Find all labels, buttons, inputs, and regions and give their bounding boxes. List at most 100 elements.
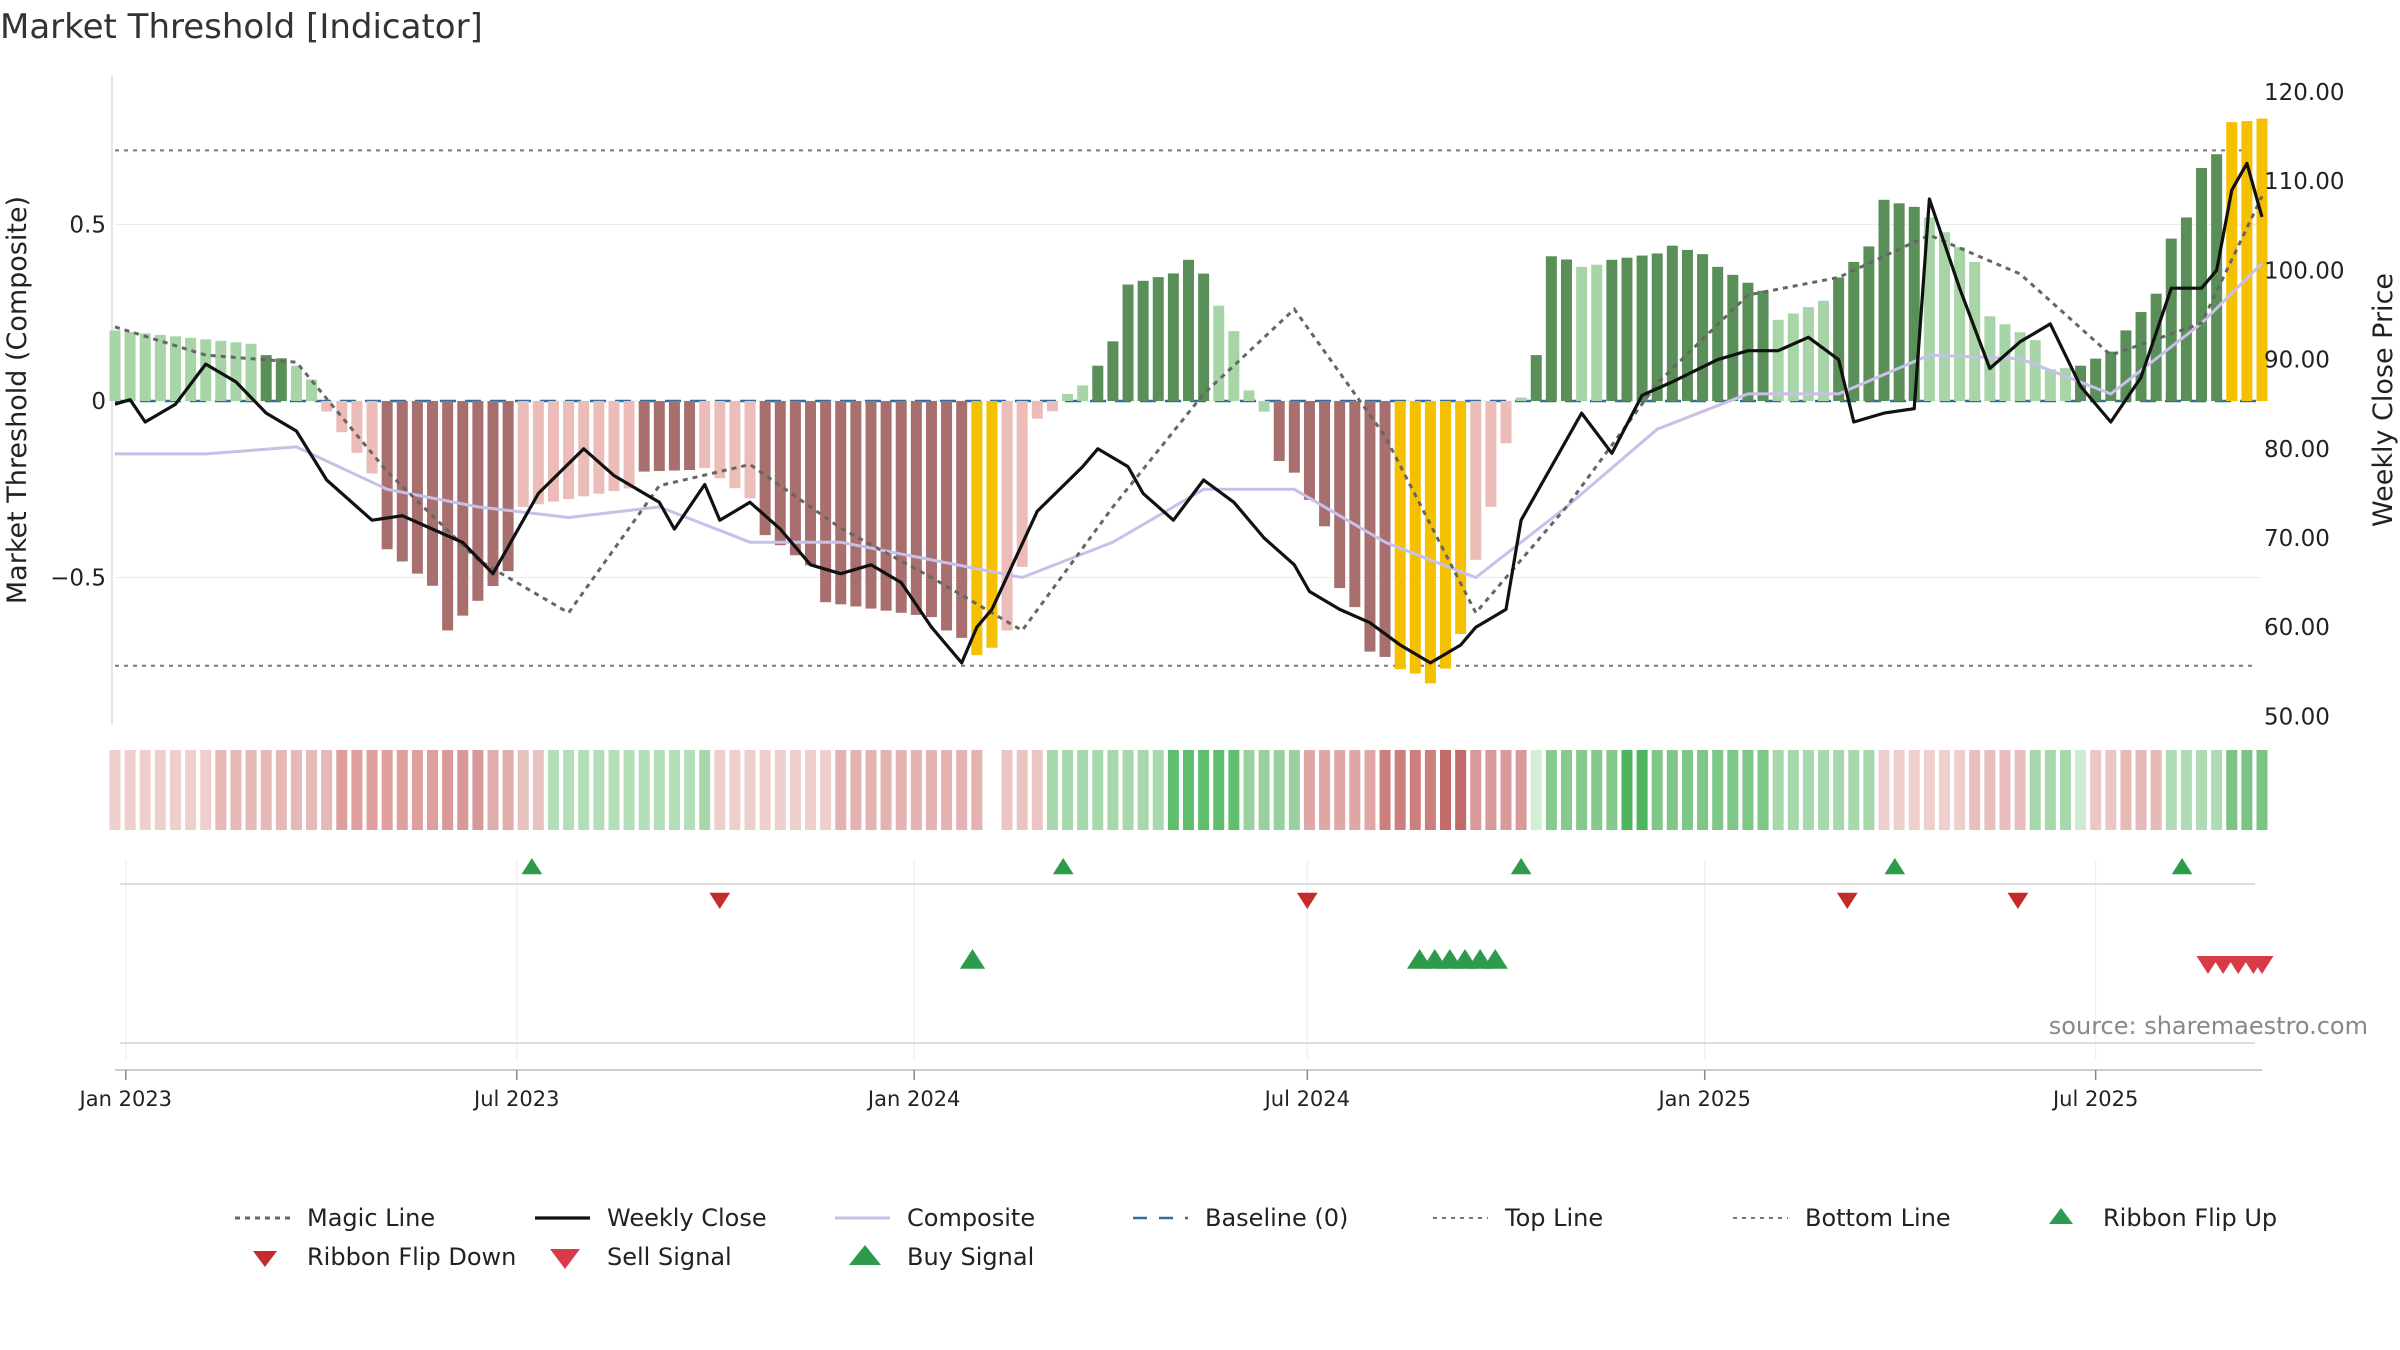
legend-label: Baseline (0): [1205, 1204, 1348, 1232]
legend-label: Composite: [907, 1204, 1035, 1232]
ribbon-cell: [1908, 750, 1920, 830]
legend-label: Sell Signal: [607, 1243, 732, 1271]
composite-bar: [2211, 154, 2223, 401]
ribbon-cell: [245, 750, 257, 830]
sell-signal-marker: [2196, 956, 2220, 974]
legend-item-composite: Composite: [835, 1204, 1035, 1232]
y2-tick-label: 70.00: [2264, 526, 2330, 552]
ribbon-cell: [2120, 750, 2132, 830]
ribbon-cell: [109, 750, 121, 830]
composite-bar: [1651, 253, 1663, 401]
y2-axis-label: Weekly Close Price: [2368, 273, 2399, 527]
ribbon-cell: [547, 750, 559, 830]
ribbon-flip-down-marker: [709, 892, 731, 909]
composite-bar: [2165, 238, 2177, 401]
ribbon-cell: [941, 750, 953, 830]
ribbon-cell: [1409, 750, 1421, 830]
ribbon-flip-down-marker: [1296, 892, 1318, 909]
ribbon-cell: [1273, 750, 1285, 830]
ribbon-cell: [366, 750, 378, 830]
ribbon-cell: [1092, 750, 1104, 830]
composite-bar: [1152, 277, 1164, 401]
composite-bar: [2196, 168, 2208, 401]
ribbon-cell: [1757, 750, 1769, 830]
composite-bar: [1818, 300, 1830, 401]
composite-bar: [971, 401, 983, 656]
ribbon-cell: [2059, 750, 2071, 830]
ribbon-cell: [2105, 750, 2117, 830]
legend-item-magic: Magic Line: [235, 1204, 435, 1232]
ribbon-cell: [1681, 750, 1693, 830]
composite-bar: [472, 401, 484, 601]
composite-bar: [835, 401, 847, 605]
composite-bar: [1576, 266, 1588, 401]
composite-bar: [1440, 401, 1452, 669]
ribbon-cell: [2150, 750, 2162, 830]
ribbon-cell: [2075, 750, 2087, 830]
ribbon-cell: [1591, 750, 1603, 830]
ribbon-cell: [1031, 750, 1043, 830]
ribbon-cell: [1258, 750, 1270, 830]
ribbon-cell: [442, 750, 454, 830]
legend-item-close: Weekly Close: [535, 1204, 767, 1232]
composite-bar: [2135, 312, 2147, 401]
buy-signal-marker: [1482, 949, 1508, 969]
composite-bar: [245, 343, 257, 401]
composite-bar: [941, 401, 953, 631]
ribbon-cell: [1576, 750, 1588, 830]
ribbon-cell: [2014, 750, 2026, 830]
ribbon-cell: [1424, 750, 1436, 830]
ribbon-cell: [2226, 750, 2238, 830]
composite-bar: [2256, 118, 2268, 401]
composite-bar: [623, 401, 635, 489]
legend-item-baseline: Baseline (0): [1133, 1204, 1348, 1232]
composite-bar: [1727, 274, 1739, 401]
ribbon-cell: [532, 750, 544, 830]
x-tick-label: Jul 2025: [2051, 1087, 2138, 1111]
ribbon-cell: [1833, 750, 1845, 830]
ribbon-cell: [1848, 750, 1860, 830]
composite-bar: [351, 401, 363, 453]
ribbon-cell: [1243, 750, 1255, 830]
composite-bar: [668, 401, 680, 471]
ribbon-cell: [1938, 750, 1950, 830]
composite-bar: [563, 401, 575, 499]
composite-bar: [517, 401, 529, 507]
composite-bar: [608, 401, 620, 492]
composite-bar: [124, 331, 136, 401]
x-tick-label: Jul 2023: [472, 1087, 559, 1111]
legend-label: Top Line: [1504, 1204, 1603, 1232]
legend-item-bottom: Bottom Line: [1733, 1204, 1951, 1232]
y-tick-label: 0.5: [69, 213, 106, 239]
legend-item-flipup: Ribbon Flip Up: [2049, 1204, 2277, 1232]
ribbon-cell: [971, 750, 983, 830]
composite-bar: [1848, 261, 1860, 401]
ribbon-cell: [1379, 750, 1391, 830]
ribbon-cell: [290, 750, 302, 830]
composite-bar: [1500, 401, 1512, 444]
ribbon-cell: [411, 750, 423, 830]
legend: Magic Line Weekly Close Composite Baseline …: [235, 1204, 2277, 1271]
composite-bar: [1016, 401, 1028, 567]
ribbon-cell: [154, 750, 166, 830]
y2-tick-label: 80.00: [2264, 437, 2330, 463]
composite-line: [115, 262, 2264, 580]
ribbon-cell: [1651, 750, 1663, 830]
y-tick-label: 0: [91, 389, 106, 415]
composite-bar: [1908, 206, 1920, 401]
composite-bar: [1833, 277, 1845, 401]
composite-bar: [547, 401, 559, 502]
composite-bar: [1591, 264, 1603, 401]
ribbon-cell: [2044, 750, 2056, 830]
composite-bar: [1666, 245, 1678, 401]
ribbon-cell: [2241, 750, 2253, 830]
composite-bar: [290, 365, 302, 401]
composite-bar: [1923, 217, 1935, 401]
ribbon-cell: [1046, 750, 1058, 830]
ribbon-cell: [1999, 750, 2011, 830]
ribbon-cell: [2256, 750, 2268, 830]
composite-bar: [1545, 256, 1557, 401]
legend-label: Buy Signal: [907, 1243, 1034, 1271]
y2-tick-label: 50.00: [2264, 704, 2330, 730]
composite-bar: [1228, 331, 1240, 401]
